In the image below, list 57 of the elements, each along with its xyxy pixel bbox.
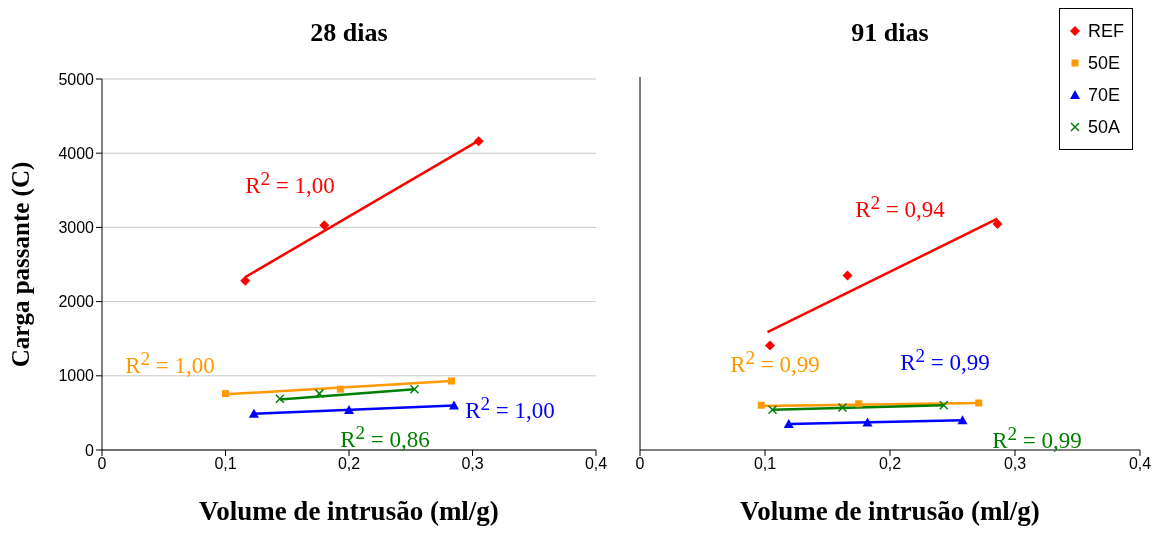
legend-label: REF — [1088, 20, 1124, 42]
point — [473, 136, 484, 147]
point — [855, 400, 863, 408]
x-tick-label: 0,2 — [878, 455, 902, 473]
point — [240, 275, 251, 286]
annotation: R$^{2}$ = 1,00 — [465, 392, 555, 424]
annotation: R$^{2}$ = 0,94 — [855, 191, 945, 223]
annotation: R$^{2}$ = 1,00 — [245, 167, 335, 199]
x-axis-title: Volume de intrusão (ml/g) — [199, 496, 499, 526]
y-axis-title: Carga passante (C) — [6, 161, 35, 368]
point — [939, 400, 949, 410]
x-tick-label: 0,4 — [584, 455, 608, 473]
point — [275, 394, 285, 404]
point — [409, 384, 420, 394]
point — [757, 401, 765, 409]
point — [222, 390, 229, 398]
point — [975, 399, 983, 407]
point — [448, 400, 459, 410]
point — [767, 404, 778, 415]
annotation: R$^{2}$ = 0,99 — [900, 344, 990, 376]
annotation: R$^{2}$ = 0,99 — [992, 422, 1082, 454]
legend-label: 50E — [1088, 52, 1121, 74]
annotation: R$^{2}$ = 0,86 — [340, 421, 430, 453]
y-tick-label: 2000 — [58, 293, 95, 311]
chart-title: 91 dias — [851, 18, 929, 47]
point — [765, 340, 775, 351]
x-tick-label: 0,2 — [337, 455, 361, 473]
point — [248, 408, 259, 418]
y-tick-label: 3000 — [58, 219, 95, 237]
y-tick-label: 0 — [85, 441, 95, 459]
point — [992, 218, 1003, 229]
point — [319, 220, 330, 231]
y-tick-label: 4000 — [58, 144, 95, 162]
x-axis-title: Volume de intrusão (ml/g) — [740, 496, 1040, 526]
point — [957, 415, 968, 425]
point — [336, 385, 344, 393]
point — [783, 418, 794, 428]
annotation: R$^{2}$ = 1,00 — [125, 347, 215, 379]
point — [314, 388, 325, 399]
x-tick-label: 0,1 — [753, 455, 777, 473]
annotation: R$^{2}$ = 0,99 — [730, 346, 820, 378]
legend-label: 50A — [1088, 116, 1121, 138]
point — [842, 270, 853, 281]
x-tick-label: 0 — [635, 455, 645, 473]
y-tick-label: 1000 — [58, 367, 95, 385]
point — [862, 417, 873, 427]
chart-title: 28 dias — [309, 18, 389, 48]
point — [344, 404, 354, 414]
x-tick-label: 0,3 — [1003, 455, 1027, 473]
point — [448, 377, 456, 385]
legend-label: 70E — [1088, 84, 1121, 106]
x-tick-label: 0,4 — [1128, 455, 1152, 473]
x-tick-label: 0,1 — [214, 455, 237, 473]
x-tick-label: 0 — [97, 455, 107, 473]
y-tick-label: 5000 — [58, 70, 95, 88]
point — [837, 402, 848, 413]
x-tick-label: 0,3 — [461, 455, 484, 473]
